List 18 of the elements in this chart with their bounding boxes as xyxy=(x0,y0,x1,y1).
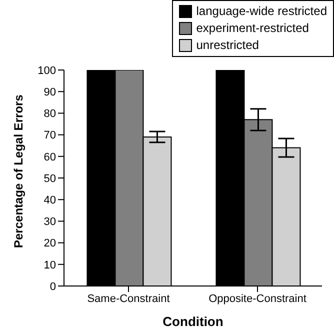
y-axis-title: Percentage of Legal Errors xyxy=(11,94,26,248)
x-axis-title: Condition xyxy=(162,314,224,329)
y-tick-label: 60 xyxy=(44,151,56,164)
y-tick-label: 20 xyxy=(44,238,56,250)
legend-label: language-wide restricted xyxy=(196,3,327,20)
x-tick-label: Opposite-Constraint xyxy=(208,292,306,305)
y-tick-label: 70 xyxy=(44,130,56,142)
y-tick-label: 0 xyxy=(50,280,56,293)
y-tick-label: 50 xyxy=(44,172,56,185)
legend-label: unrestricted xyxy=(196,37,259,54)
y-tick-label: 10 xyxy=(44,259,56,272)
legend-label: experiment-restricted xyxy=(196,20,309,37)
y-tick-label: 30 xyxy=(44,216,56,228)
y-tick-label: 90 xyxy=(44,86,56,99)
y-tick-label: 100 xyxy=(38,64,56,77)
y-tick-label: 80 xyxy=(44,108,56,120)
x-tick-label: Same-Constraint xyxy=(87,292,170,305)
y-tick-label: 40 xyxy=(44,194,56,207)
